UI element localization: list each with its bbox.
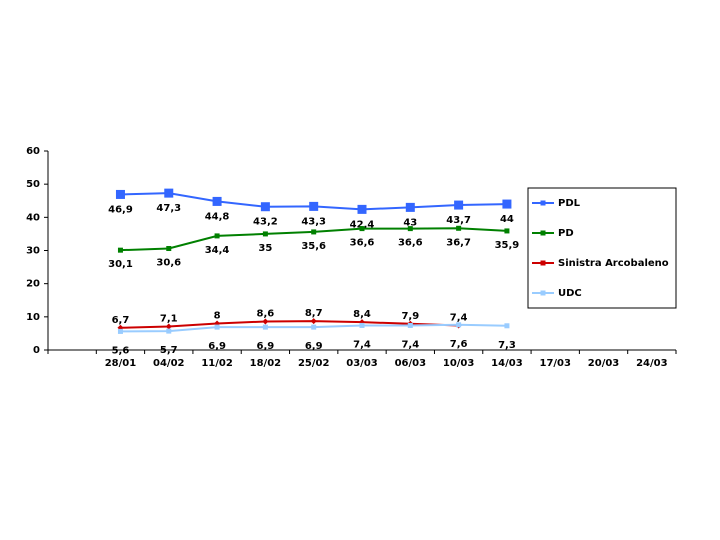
x-tick-label: 20/03 <box>588 358 620 369</box>
legend-marker <box>540 230 546 236</box>
x-tick-label: 10/03 <box>443 358 475 369</box>
point <box>407 322 413 328</box>
point <box>164 188 174 198</box>
data-label: 7,4 <box>450 312 468 323</box>
data-label: 8 <box>214 310 221 321</box>
data-label: 8,7 <box>305 308 323 319</box>
data-label: 7,4 <box>401 339 419 350</box>
x-tick-label: 17/03 <box>539 358 571 369</box>
data-label: 7,1 <box>160 313 178 324</box>
data-label: 43,2 <box>253 217 278 228</box>
y-tick-label: 0 <box>33 345 40 356</box>
data-label: 30,1 <box>108 259 133 270</box>
legend-marker <box>540 290 546 296</box>
point <box>359 322 365 328</box>
legend-marker <box>540 260 546 266</box>
legend-label: PDL <box>558 198 581 209</box>
x-tick-label: 28/01 <box>105 358 137 369</box>
x-tick-label: 24/03 <box>636 358 668 369</box>
legend-label: PD <box>558 228 574 239</box>
legend-marker <box>540 200 546 206</box>
x-tick-label: 18/02 <box>250 358 282 369</box>
point <box>310 318 317 325</box>
point <box>117 328 123 334</box>
data-label: 43,3 <box>301 216 326 227</box>
x-tick-label: 25/02 <box>298 358 330 369</box>
data-label: 36,6 <box>398 238 423 249</box>
series-line <box>120 320 459 329</box>
y-tick-label: 60 <box>26 146 40 157</box>
data-label: 44,8 <box>205 211 230 222</box>
point <box>117 247 123 253</box>
data-label: 6,9 <box>208 341 226 352</box>
data-label: 6,9 <box>305 341 323 352</box>
point <box>214 233 220 239</box>
data-label: 46,9 <box>108 204 133 215</box>
point <box>214 324 220 330</box>
point <box>407 226 413 232</box>
x-tick-label: 03/03 <box>346 358 378 369</box>
y-tick-label: 30 <box>26 246 40 257</box>
data-label: 8,6 <box>257 308 275 319</box>
data-label: 47,3 <box>156 203 181 214</box>
y-tick-label: 10 <box>26 312 40 323</box>
y-tick-label: 20 <box>26 279 40 290</box>
data-label: 43 <box>403 217 417 228</box>
data-label: 6,7 <box>112 315 130 326</box>
data-label: 42,4 <box>350 219 375 230</box>
point <box>357 204 367 214</box>
data-label: 8,4 <box>353 309 371 320</box>
point <box>502 199 512 209</box>
data-label: 7,4 <box>353 339 371 350</box>
point <box>405 202 415 212</box>
data-label: 36,6 <box>350 238 375 249</box>
data-label: 34,4 <box>205 245 230 256</box>
x-tick-label: 11/02 <box>201 358 233 369</box>
y-tick-label: 50 <box>26 179 40 190</box>
point <box>311 229 317 235</box>
point <box>359 226 365 232</box>
point <box>504 323 510 329</box>
point <box>311 324 317 330</box>
x-tick-label: 14/03 <box>491 358 523 369</box>
data-label: 5,6 <box>112 345 130 356</box>
data-label: 7,6 <box>450 339 468 350</box>
point <box>504 228 510 234</box>
data-label: 35 <box>258 243 272 254</box>
data-label: 6,9 <box>257 341 275 352</box>
point <box>166 246 172 252</box>
point <box>456 322 462 328</box>
data-label: 35,6 <box>301 241 326 252</box>
point <box>262 318 269 325</box>
point <box>166 328 172 334</box>
legend-box <box>527 187 677 309</box>
point <box>165 323 172 330</box>
x-tick-label: 06/03 <box>395 358 427 369</box>
legend-label: UDC <box>558 288 582 299</box>
point <box>262 231 268 237</box>
data-label: 43,7 <box>446 215 471 226</box>
data-label: 30,6 <box>156 258 181 269</box>
data-label: 35,9 <box>495 240 520 251</box>
point <box>309 201 319 211</box>
legend-label: Sinistra Arcobaleno <box>558 258 669 269</box>
x-tick-label: 04/02 <box>153 358 185 369</box>
point <box>115 189 125 199</box>
data-label: 7,3 <box>498 340 516 351</box>
point <box>262 324 268 330</box>
point <box>456 225 462 231</box>
data-label: 5,7 <box>160 345 178 356</box>
point <box>260 202 270 212</box>
point <box>212 196 222 206</box>
data-label: 7,9 <box>401 311 419 322</box>
point <box>454 200 464 210</box>
data-label: 36,7 <box>446 237 471 248</box>
data-label: 44 <box>500 214 514 225</box>
y-tick-label: 40 <box>26 212 40 223</box>
